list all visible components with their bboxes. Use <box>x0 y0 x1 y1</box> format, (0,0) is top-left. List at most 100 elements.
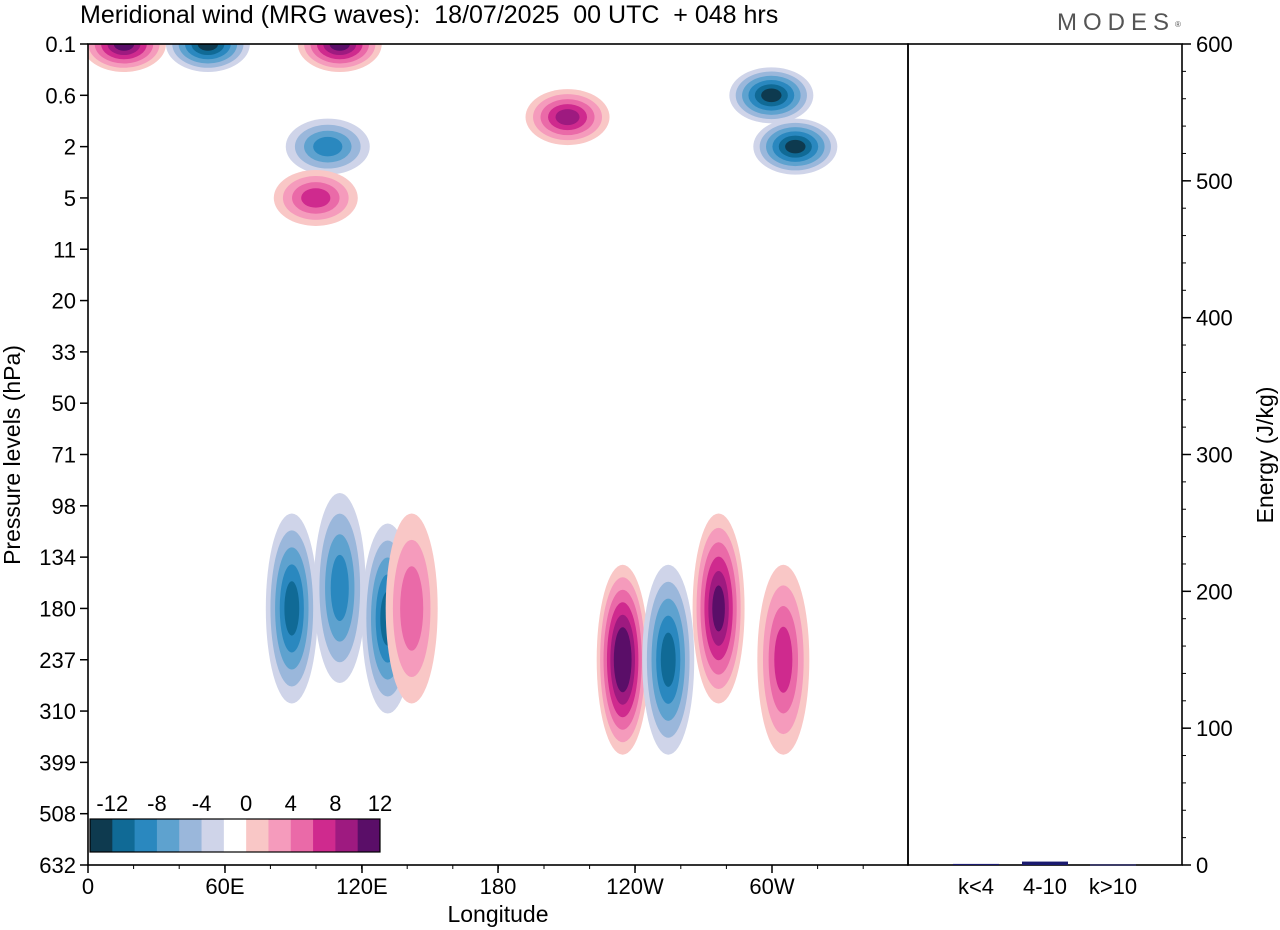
contour-fill <box>617 639 629 680</box>
x-tick-label: 180 <box>480 874 517 899</box>
contour-fill <box>330 554 349 622</box>
contour-fill <box>197 44 219 51</box>
colorbar-swatch <box>112 819 136 852</box>
wind-field <box>88 44 838 755</box>
contour-fill <box>555 109 580 126</box>
energy-tick-label: 600 <box>1196 32 1233 57</box>
wind-feature <box>642 564 695 755</box>
y-tick-label: 5 <box>64 186 76 211</box>
energy-category-label: k<4 <box>958 874 994 899</box>
wind-feature <box>729 67 814 124</box>
brand-text: MODES <box>1057 9 1176 36</box>
x-tick-label: 60W <box>749 874 794 899</box>
colorbar: -12 -8 -4 0 4 8 12 <box>89 791 392 853</box>
contour-fill <box>774 626 793 693</box>
contour-fill <box>785 139 806 154</box>
colorbar-label: 12 <box>368 791 392 816</box>
wind-feature <box>692 513 745 704</box>
contour-fill <box>761 88 782 103</box>
y-tick-label: 632 <box>39 853 76 878</box>
y-tick-label: 0.1 <box>45 32 76 57</box>
contour-fill <box>284 581 300 636</box>
x-tick-label: 0 <box>82 874 94 899</box>
axes: 0.1 0.6 2 5 11 20 33 50 71 98 134 180 237 310 399 508 63… <box>0 32 909 927</box>
wind-feature <box>273 169 358 226</box>
wind-feature <box>265 513 318 704</box>
x-tick-label: 60E <box>205 874 244 899</box>
colorbar-swatch <box>90 819 113 852</box>
energy-category-label: k>10 <box>1089 874 1137 899</box>
contour-fill <box>301 188 331 208</box>
energy-category-label: 4-10 <box>1023 874 1067 899</box>
wind-feature <box>313 492 366 683</box>
wind-feature <box>285 118 370 175</box>
y-tick-label: 71 <box>52 443 76 468</box>
colorbar-swatch <box>357 819 381 852</box>
energy-axis-title: Energy (J/kg) <box>1252 387 1278 524</box>
energy-tick-label: 100 <box>1196 716 1233 741</box>
wind-feature <box>88 44 166 72</box>
colorbar-swatch <box>335 819 359 852</box>
y-tick-label: 134 <box>39 545 76 570</box>
wind-feature <box>385 513 438 704</box>
wind-feature <box>757 564 810 755</box>
y-tick-label: 0.6 <box>45 83 76 108</box>
wind-feature <box>297 44 382 72</box>
y-tick-label: 11 <box>53 237 76 262</box>
chart-title: Meridional wind (MRG waves): 18/07/2025 … <box>80 1 779 29</box>
colorbar-swatch <box>156 819 180 852</box>
colorbar-swatch <box>268 819 292 852</box>
y-tick-label: 310 <box>39 699 76 724</box>
y-tick-label: 98 <box>52 494 76 519</box>
x-tick-label: 120W <box>606 874 664 899</box>
y-tick-label: 33 <box>52 340 76 365</box>
y-tick-label: 2 <box>64 135 76 160</box>
energy-bar <box>1090 864 1136 866</box>
energy-tick-label: 400 <box>1196 306 1233 331</box>
y-tick-label: 237 <box>39 648 76 673</box>
colorbar-label: -8 <box>147 791 167 816</box>
energy-bar <box>1022 861 1068 865</box>
colorbar-swatch <box>290 819 314 852</box>
x-tick-label: 120E <box>336 874 387 899</box>
contour-fill <box>113 44 135 51</box>
energy-panel: 0 100 200 300 400 500 600 Energy (J/kg) k<4 4-10 k… <box>907 32 1278 899</box>
wind-feature <box>525 89 610 146</box>
colorbar-label: -4 <box>192 791 212 816</box>
y-tick-label: 20 <box>52 289 76 314</box>
colorbar-swatch <box>246 819 269 852</box>
y-tick-label: 50 <box>52 391 76 416</box>
colorbar-swatch <box>313 819 336 852</box>
energy-tick-label: 0 <box>1196 853 1208 878</box>
colorbar-label: -12 <box>96 791 128 816</box>
colorbar-swatch <box>179 819 203 852</box>
colorbar-label: 0 <box>240 791 252 816</box>
contour-fill <box>400 566 424 651</box>
wind-feature <box>165 44 250 72</box>
energy-bar <box>953 863 999 865</box>
contour-fill <box>329 44 350 51</box>
contour-fill <box>712 585 725 632</box>
colorbar-label: 8 <box>329 791 341 816</box>
colorbar-label: 4 <box>285 791 297 816</box>
wind-feature <box>596 564 649 755</box>
colorbar-swatch <box>201 819 225 852</box>
x-axis-title: Longitude <box>447 901 548 927</box>
y-tick-label: 399 <box>39 750 76 775</box>
colorbar-swatch <box>134 819 158 852</box>
colorbar-frame <box>89 818 381 853</box>
energy-frame <box>907 43 1183 866</box>
brand-logo: MODES® <box>1057 8 1181 38</box>
brand-mark: ® <box>1175 20 1181 29</box>
contour-fill <box>313 136 343 157</box>
energy-tick-label: 200 <box>1196 579 1233 604</box>
y-tick-label: 180 <box>39 596 76 621</box>
energy-tick-label: 500 <box>1196 169 1233 194</box>
y-axis-title: Pressure levels (hPa) <box>0 345 25 565</box>
colorbar-swatch <box>223 819 247 852</box>
contour-fill <box>660 632 676 687</box>
y-tick-label: 508 <box>39 802 76 827</box>
wind-feature <box>753 118 838 175</box>
energy-tick-label: 300 <box>1196 443 1233 468</box>
